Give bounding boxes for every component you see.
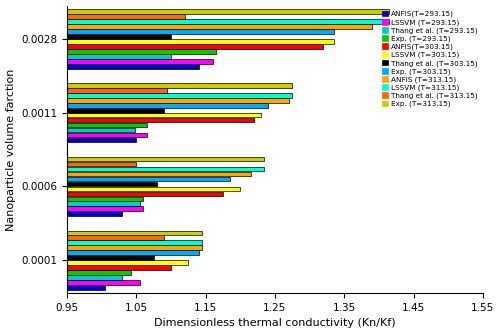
X-axis label: Dimensionless thermal conductivity (Kn/Kf): Dimensionless thermal conductivity (Kn/K… xyxy=(154,318,396,328)
Bar xyxy=(67,138,136,142)
Bar xyxy=(67,157,264,161)
Bar xyxy=(67,98,289,103)
Bar xyxy=(67,162,136,166)
Bar xyxy=(67,59,212,64)
Bar xyxy=(67,14,185,19)
Bar xyxy=(67,123,146,127)
Bar xyxy=(67,34,171,39)
Bar xyxy=(67,280,140,285)
Bar xyxy=(67,128,135,132)
Bar xyxy=(67,118,254,123)
Bar xyxy=(67,39,334,44)
Bar xyxy=(67,250,198,255)
Bar xyxy=(67,29,334,34)
Bar xyxy=(67,167,264,171)
Bar xyxy=(67,201,140,206)
Bar xyxy=(67,172,250,176)
Bar xyxy=(67,187,240,191)
Bar xyxy=(67,64,198,68)
Bar xyxy=(67,265,171,270)
Bar xyxy=(67,113,261,118)
Bar xyxy=(67,240,202,245)
Bar xyxy=(67,192,223,196)
Bar xyxy=(67,49,216,54)
Bar xyxy=(67,270,130,275)
Bar xyxy=(67,182,157,186)
Bar xyxy=(67,230,202,235)
Bar xyxy=(67,260,188,265)
Bar xyxy=(67,93,292,98)
Bar xyxy=(67,83,292,88)
Bar xyxy=(67,211,122,216)
Bar xyxy=(67,24,372,29)
Y-axis label: Nanoparticle volume farction: Nanoparticle volume farction xyxy=(6,68,16,230)
Bar xyxy=(67,19,390,24)
Bar xyxy=(67,285,105,290)
Legend: ANFIS(T=293.15), LSSVM (T=293.15), Thang et al. (T=293.15), Exp. (T=293.15), ANF: ANFIS(T=293.15), LSSVM (T=293.15), Thang… xyxy=(380,9,479,109)
Bar xyxy=(67,196,143,201)
Bar xyxy=(67,103,268,108)
Bar xyxy=(67,54,171,59)
Bar xyxy=(67,235,164,240)
Bar xyxy=(67,177,230,181)
Bar xyxy=(67,44,324,49)
Bar xyxy=(67,88,168,93)
Bar xyxy=(67,9,390,14)
Bar xyxy=(67,245,202,250)
Bar xyxy=(67,255,154,260)
Bar xyxy=(67,275,122,280)
Bar xyxy=(67,108,164,113)
Bar xyxy=(67,206,143,211)
Bar xyxy=(67,133,146,137)
